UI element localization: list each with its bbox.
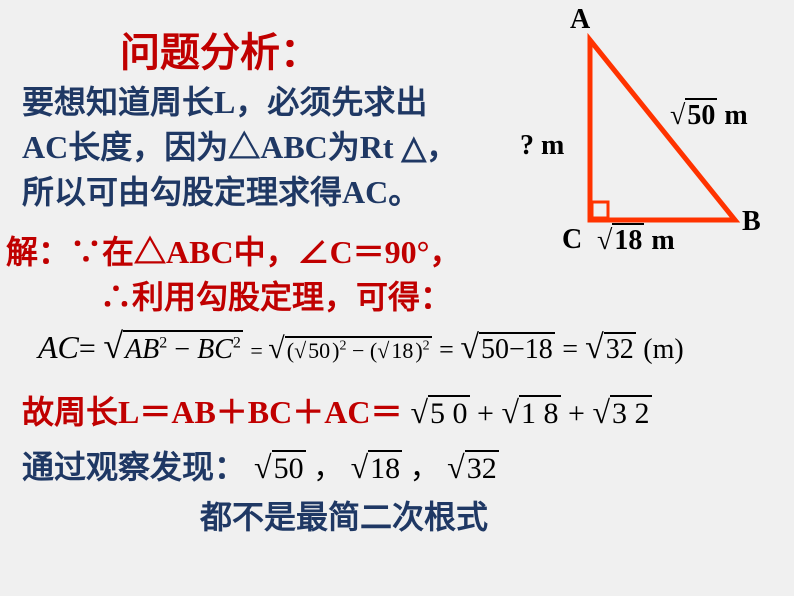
vertex-a-label: A [570, 4, 590, 36]
intro-line-2: AC长度，因为△ABC为Rt △， [22, 125, 458, 170]
vertex-c-label: C [562, 224, 582, 256]
solve-line-2: ∴利用勾股定理，可得： [100, 275, 452, 320]
side-ab-label: √50 m [670, 100, 748, 132]
side-ac-label: ? m [520, 130, 564, 162]
solve-line-1: 解：∵在△ABC中，∠C＝90°， [6, 230, 461, 275]
title: 问题分析： [120, 20, 320, 78]
side-bc-label: √18 m [597, 225, 675, 257]
intro-line-3: 所以可由勾股定理求得AC。 [22, 170, 420, 215]
formula-line: AC= √AB2 − BC2 = √(√50)2 − (√18)2 = √50−… [38, 325, 684, 367]
intro-line-1: 要想知道周长L，必须先求出 [22, 80, 427, 125]
slide-content: 问题分析： 要想知道周长L，必须先求出 AC长度，因为△ABC为Rt △， 所以… [0, 0, 794, 596]
conclusion-line: 都不是最简二次根式 [200, 495, 488, 540]
vertex-b-label: B [742, 206, 761, 238]
observe-line: 通过观察发现： √50 ， √18 ， √32 [22, 445, 499, 490]
perimeter-line: 故周长L＝AB＋BC＋AC＝ √5 0 + √1 8 + √3 2 [22, 390, 652, 435]
